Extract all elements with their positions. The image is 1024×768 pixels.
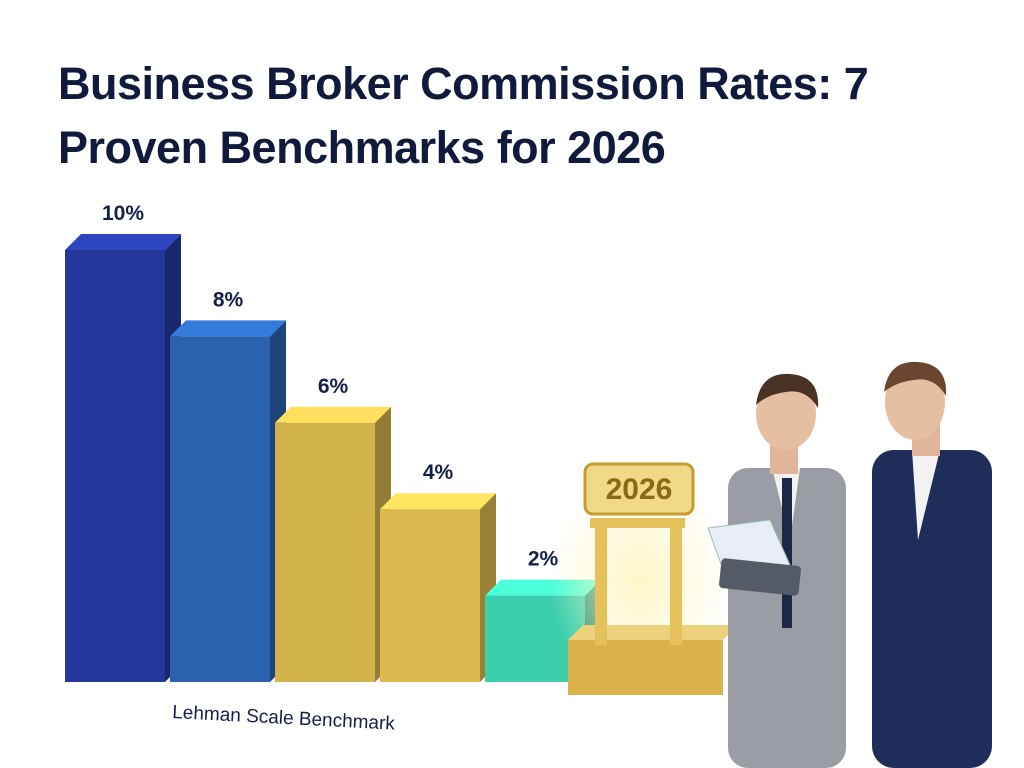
sign-bar (590, 518, 685, 528)
data-label: 6% (318, 375, 349, 398)
bar (170, 336, 270, 682)
sign-text: 2026 (606, 473, 673, 506)
sign-post (595, 525, 607, 645)
sign-plate (583, 462, 695, 516)
annotation: Lehman Scale Benchmark (172, 702, 396, 735)
bar-top (170, 320, 286, 337)
pedestal (568, 640, 723, 695)
bar (275, 422, 375, 682)
bar-top (275, 406, 391, 423)
bar (380, 509, 480, 682)
sign-post (670, 525, 682, 645)
data-label: 8% (213, 288, 244, 311)
bar-top (65, 234, 181, 250)
data-label: 2% (528, 548, 559, 571)
data-label: 10% (102, 202, 144, 225)
chart-title: Business Broker Commission Rates: 7 Prov… (58, 58, 869, 173)
bar (65, 250, 165, 682)
data-label: 4% (423, 461, 454, 484)
bar-top (380, 493, 496, 510)
people (707, 361, 992, 768)
pedestal-top (568, 625, 738, 640)
